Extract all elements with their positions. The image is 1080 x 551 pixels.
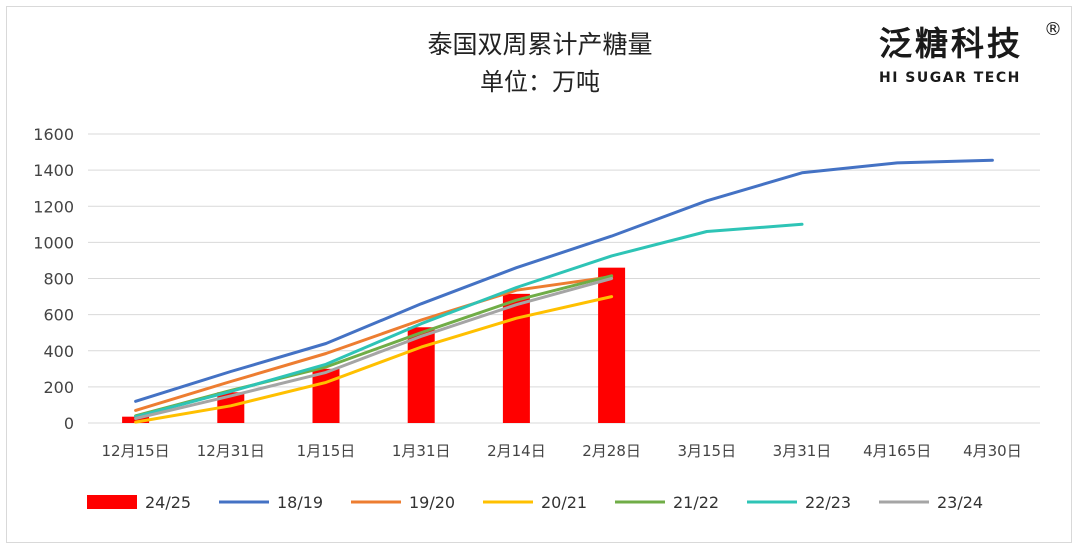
x-tick-label: 2月28日 <box>582 442 641 460</box>
legend-item-20-21: 20/21 <box>483 493 587 512</box>
brand-registered-mark: ® <box>1044 19 1062 40</box>
x-tick-label: 1月31日 <box>392 442 451 460</box>
y-tick-label: 400 <box>43 342 74 361</box>
bar-24-25 <box>598 267 626 423</box>
legend-label: 24/25 <box>145 493 191 512</box>
x-tick-label: 2月14日 <box>487 442 546 460</box>
chart-title: 泰国双周累计产糖量 <box>427 30 652 59</box>
legend-label: 19/20 <box>409 493 455 512</box>
x-tick-label: 1月15日 <box>297 442 356 460</box>
brand-logo: 泛糖科技 ® HI SUGAR TECH <box>879 19 1062 86</box>
x-axis-ticks: 12月15日 12月31日 1月15日 1月31日 2月14日 2月28日 3月15日 3月3… <box>102 442 1022 460</box>
y-tick-label: 800 <box>43 270 74 289</box>
legend-item-22-23: 22/23 <box>747 493 851 512</box>
legend-label: 18/19 <box>277 493 323 512</box>
line-22-23 <box>134 222 804 419</box>
brand-name-en: HI SUGAR TECH <box>879 70 1021 86</box>
grid-lines <box>88 133 1040 424</box>
legend-item-18-19: 18/19 <box>219 493 323 512</box>
y-tick-label: 600 <box>43 306 74 325</box>
legend-label: 23/24 <box>937 493 983 512</box>
legend-item-24-25: 24/25 <box>87 493 191 512</box>
legend: 24/25 18/19 19/20 20/21 21/22 22/23 23/24 <box>87 493 983 512</box>
x-tick-label: 3月15日 <box>677 442 736 460</box>
x-tick-label: 3月31日 <box>773 442 832 460</box>
line-series <box>134 158 994 424</box>
legend-item-19-20: 19/20 <box>351 493 455 512</box>
y-axis-ticks: 0 200 400 600 800 1000 1200 1400 1600 <box>33 125 74 433</box>
legend-swatch <box>87 495 137 509</box>
x-tick-label: 12月31日 <box>197 442 265 460</box>
legend-label: 22/23 <box>805 493 851 512</box>
legend-label: 21/22 <box>673 493 719 512</box>
legend-item-21-22: 21/22 <box>615 493 719 512</box>
line-19-20 <box>134 275 614 412</box>
x-tick-label: 4月30日 <box>963 442 1022 460</box>
line-23-24 <box>134 277 614 420</box>
y-tick-label: 1000 <box>33 233 74 252</box>
legend-item-23-24: 23/24 <box>879 493 983 512</box>
bar-24-25 <box>502 293 530 423</box>
legend-label: 20/21 <box>541 493 587 512</box>
y-tick-label: 1400 <box>33 161 74 180</box>
bar-24-25 <box>312 368 340 423</box>
bar-24-25 <box>407 327 435 423</box>
x-tick-label: 12月15日 <box>102 442 170 460</box>
line-18-19 <box>134 158 994 403</box>
y-tick-label: 200 <box>43 378 74 397</box>
brand-name-cn: 泛糖科技 <box>879 24 1023 63</box>
line-20-21 <box>134 295 614 424</box>
y-tick-label: 1200 <box>33 197 74 216</box>
x-tick-label: 4月165日 <box>863 442 931 460</box>
y-tick-label: 0 <box>64 414 74 433</box>
chart-subtitle: 单位：万吨 <box>480 68 600 96</box>
y-tick-label: 1600 <box>33 125 74 144</box>
chart-frame <box>6 6 1072 543</box>
